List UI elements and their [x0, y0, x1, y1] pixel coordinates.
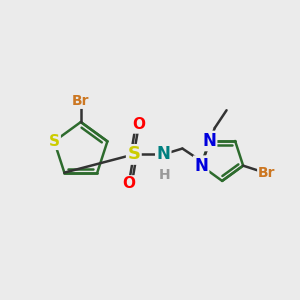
Text: S: S — [127, 146, 140, 164]
Text: N: N — [202, 132, 216, 150]
Text: O: O — [122, 176, 135, 191]
Text: Br: Br — [258, 167, 276, 180]
Text: O: O — [132, 118, 145, 133]
Text: N: N — [156, 146, 170, 164]
Text: Br: Br — [72, 94, 90, 108]
Text: S: S — [49, 134, 60, 149]
Text: H: H — [158, 168, 170, 182]
Text: N: N — [194, 157, 208, 175]
